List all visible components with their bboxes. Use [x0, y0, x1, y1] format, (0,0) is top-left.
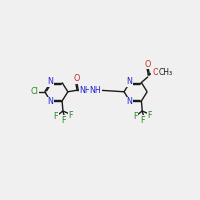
Text: F: F: [141, 116, 145, 125]
Text: NH: NH: [90, 86, 101, 95]
Text: O: O: [144, 60, 151, 69]
Text: F: F: [133, 112, 137, 121]
Text: F: F: [148, 111, 152, 120]
Text: O: O: [152, 68, 158, 77]
Text: F: F: [61, 116, 66, 125]
Text: N: N: [126, 77, 132, 86]
Text: Cl: Cl: [31, 87, 39, 96]
Text: N: N: [48, 77, 53, 86]
Text: N: N: [48, 97, 53, 106]
Text: CH₃: CH₃: [158, 68, 172, 77]
Text: N: N: [126, 97, 132, 106]
Text: F: F: [54, 112, 58, 121]
Text: O: O: [73, 74, 80, 83]
Text: NH: NH: [80, 86, 91, 95]
Text: F: F: [68, 111, 73, 120]
